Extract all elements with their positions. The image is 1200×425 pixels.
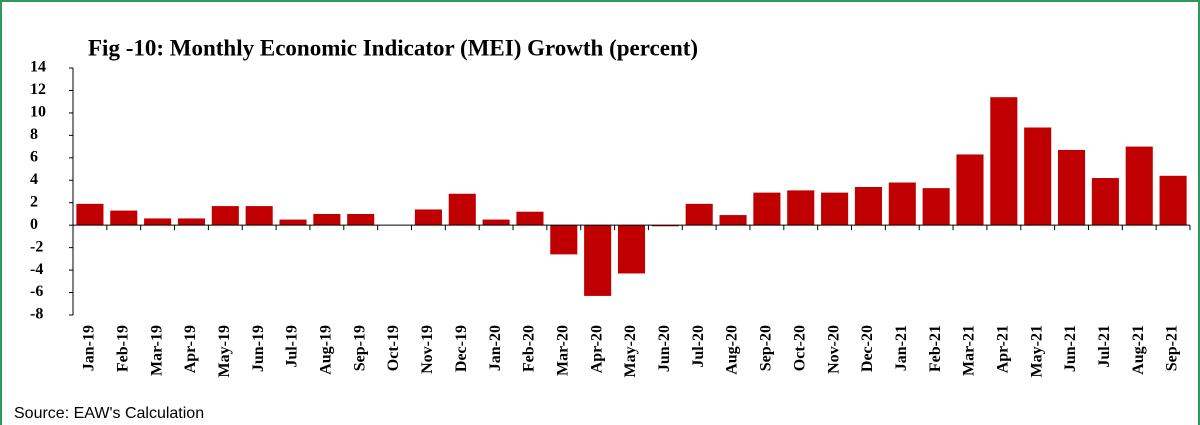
bar <box>719 215 747 226</box>
x-tick-label: Dec-20 <box>859 325 876 372</box>
x-tick-label: Jun-20 <box>656 325 673 372</box>
bar <box>313 213 341 226</box>
x-tick-label: Mar-20 <box>554 325 571 376</box>
y-tick-label: -2 <box>30 238 43 255</box>
x-tick-label: Jul-19 <box>284 325 301 368</box>
x-tick-label: Apr-21 <box>995 325 1012 373</box>
chart-title: Fig -10: Monthly Economic Indicator (MEI… <box>88 35 698 60</box>
x-tick-label: Feb-19 <box>114 325 131 372</box>
bar <box>584 225 612 296</box>
y-tick-label: 8 <box>30 126 38 143</box>
x-tick-label: Jan-21 <box>893 325 910 371</box>
bar <box>956 154 984 226</box>
bar <box>888 182 916 226</box>
y-tick-label: 2 <box>30 193 38 210</box>
x-tick-label: Sep-20 <box>758 325 775 371</box>
x-tick-label: Jun-19 <box>250 325 267 372</box>
x-tick-label: Nov-20 <box>825 325 842 374</box>
bar <box>651 225 679 227</box>
bar <box>414 209 442 226</box>
bar <box>685 203 713 226</box>
x-tick-label: Sep-21 <box>1164 325 1181 371</box>
x-tick-label: Mar-21 <box>961 325 978 376</box>
x-tick-label: Oct-19 <box>385 325 402 371</box>
bar <box>550 225 578 255</box>
bar <box>1091 178 1119 226</box>
x-tick-label: Feb-20 <box>521 325 538 372</box>
bar <box>245 206 273 226</box>
y-tick-label: -8 <box>30 306 43 323</box>
bar <box>787 190 815 226</box>
bar <box>854 187 882 226</box>
source-note: Source: EAW's Calculation <box>14 405 204 422</box>
bar <box>753 192 781 226</box>
y-tick-label: 12 <box>30 81 46 98</box>
bar <box>1125 146 1153 226</box>
y-tick-label: 6 <box>30 148 38 165</box>
bar <box>617 225 646 274</box>
y-tick-label: 10 <box>30 104 46 121</box>
x-tick-label: Oct-20 <box>791 325 808 371</box>
x-tick-label: Aug-21 <box>1130 325 1147 375</box>
x-tick-label: Dec-19 <box>453 325 470 372</box>
x-tick-label: May-19 <box>216 325 233 377</box>
x-tick-label: Apr-19 <box>182 325 199 373</box>
x-tick-label: Nov-19 <box>419 325 436 374</box>
x-tick-label: Jun-21 <box>1062 325 1079 372</box>
y-tick-label: 0 <box>30 216 38 233</box>
bar <box>1159 175 1187 226</box>
x-tick-label: Jan-19 <box>81 325 98 371</box>
x-tick-label: Jul-20 <box>690 325 707 368</box>
y-tick-label: -6 <box>30 283 43 300</box>
x-tick-label: Jul-21 <box>1096 325 1113 368</box>
bar <box>1057 149 1086 226</box>
bar <box>211 206 239 226</box>
y-tick-label: 14 <box>30 59 46 76</box>
bar <box>482 219 510 226</box>
bar <box>448 193 476 226</box>
x-tick-label: Aug-20 <box>724 325 741 375</box>
x-tick-label: May-21 <box>1028 325 1045 377</box>
x-tick-label: Aug-19 <box>318 325 335 375</box>
x-tick-label: May-20 <box>622 325 639 377</box>
bar <box>76 203 104 226</box>
bar <box>177 218 206 226</box>
y-tick-label: 4 <box>30 171 38 188</box>
bar <box>279 219 307 226</box>
y-tick-label: -4 <box>30 261 43 278</box>
bar <box>1024 127 1052 226</box>
bar <box>110 210 138 226</box>
x-tick-label: Apr-20 <box>588 325 605 373</box>
x-tick-label: Sep-19 <box>351 325 368 371</box>
bar <box>144 218 172 226</box>
x-tick-label: Jan-20 <box>487 325 504 371</box>
bar <box>347 213 375 226</box>
x-tick-label: Feb-21 <box>927 325 944 372</box>
x-tick-label: Mar-19 <box>148 325 165 376</box>
bar <box>990 97 1018 226</box>
bar <box>516 211 544 226</box>
bar <box>821 192 849 226</box>
bar <box>922 188 950 226</box>
